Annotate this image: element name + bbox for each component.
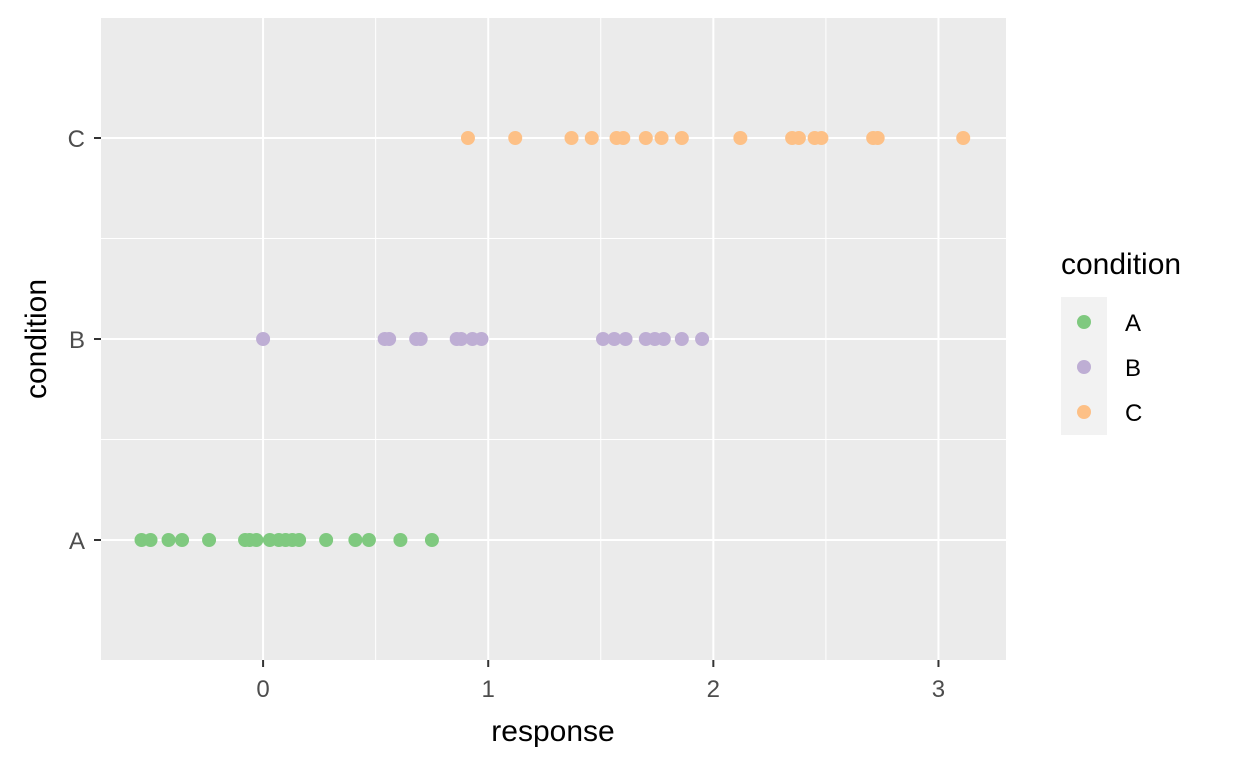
point-C — [733, 131, 748, 145]
legend-label-A: A — [1125, 310, 1141, 337]
legend-key-A — [1077, 315, 1091, 329]
point-C — [870, 131, 885, 145]
point-B — [695, 332, 710, 346]
point-B — [474, 332, 489, 346]
point-C — [674, 131, 689, 145]
legend: condition ABC — [1061, 248, 1181, 435]
point-C — [814, 131, 829, 145]
point-C — [956, 131, 971, 145]
point-C — [654, 131, 669, 145]
point-A — [319, 533, 334, 547]
point-C — [460, 131, 475, 145]
legend-label-B: B — [1125, 355, 1141, 382]
point-B — [618, 332, 633, 346]
x-tick-label: 1 — [482, 676, 495, 703]
point-B — [256, 332, 271, 346]
y-tick-label: A — [69, 528, 85, 555]
point-A — [143, 533, 158, 547]
x-tick-label: 3 — [932, 676, 945, 703]
legend-key-B — [1077, 360, 1091, 374]
point-B — [382, 332, 397, 346]
point-B — [454, 332, 469, 346]
y-axis-title: condition — [20, 279, 53, 399]
point-A — [249, 533, 264, 547]
x-tick-label: 2 — [707, 676, 720, 703]
point-A — [175, 533, 190, 547]
point-A — [292, 533, 307, 547]
point-A — [161, 533, 176, 547]
data-points — [134, 131, 971, 547]
point-B — [607, 332, 622, 346]
point-C — [791, 131, 806, 145]
legend-key-C — [1077, 405, 1091, 419]
point-B — [674, 332, 689, 346]
legend-label-C: C — [1125, 400, 1142, 427]
point-C — [508, 131, 523, 145]
point-A — [348, 533, 363, 547]
point-A — [424, 533, 439, 547]
axes: 0 1 2 3 A B C — [68, 126, 945, 703]
point-C — [638, 131, 653, 145]
point-A — [202, 533, 217, 547]
point-B — [656, 332, 671, 346]
x-tick-label: 0 — [256, 676, 269, 703]
y-tick-label: B — [69, 327, 85, 354]
point-C — [564, 131, 579, 145]
point-C — [584, 131, 599, 145]
legend-title: condition — [1061, 248, 1181, 281]
point-C — [616, 131, 631, 145]
point-B — [413, 332, 428, 346]
x-axis-title: response — [491, 715, 614, 748]
y-tick-label: C — [68, 126, 85, 153]
point-A — [361, 533, 376, 547]
grid-lines — [101, 18, 1006, 660]
point-B — [596, 332, 611, 346]
point-A — [393, 533, 408, 547]
